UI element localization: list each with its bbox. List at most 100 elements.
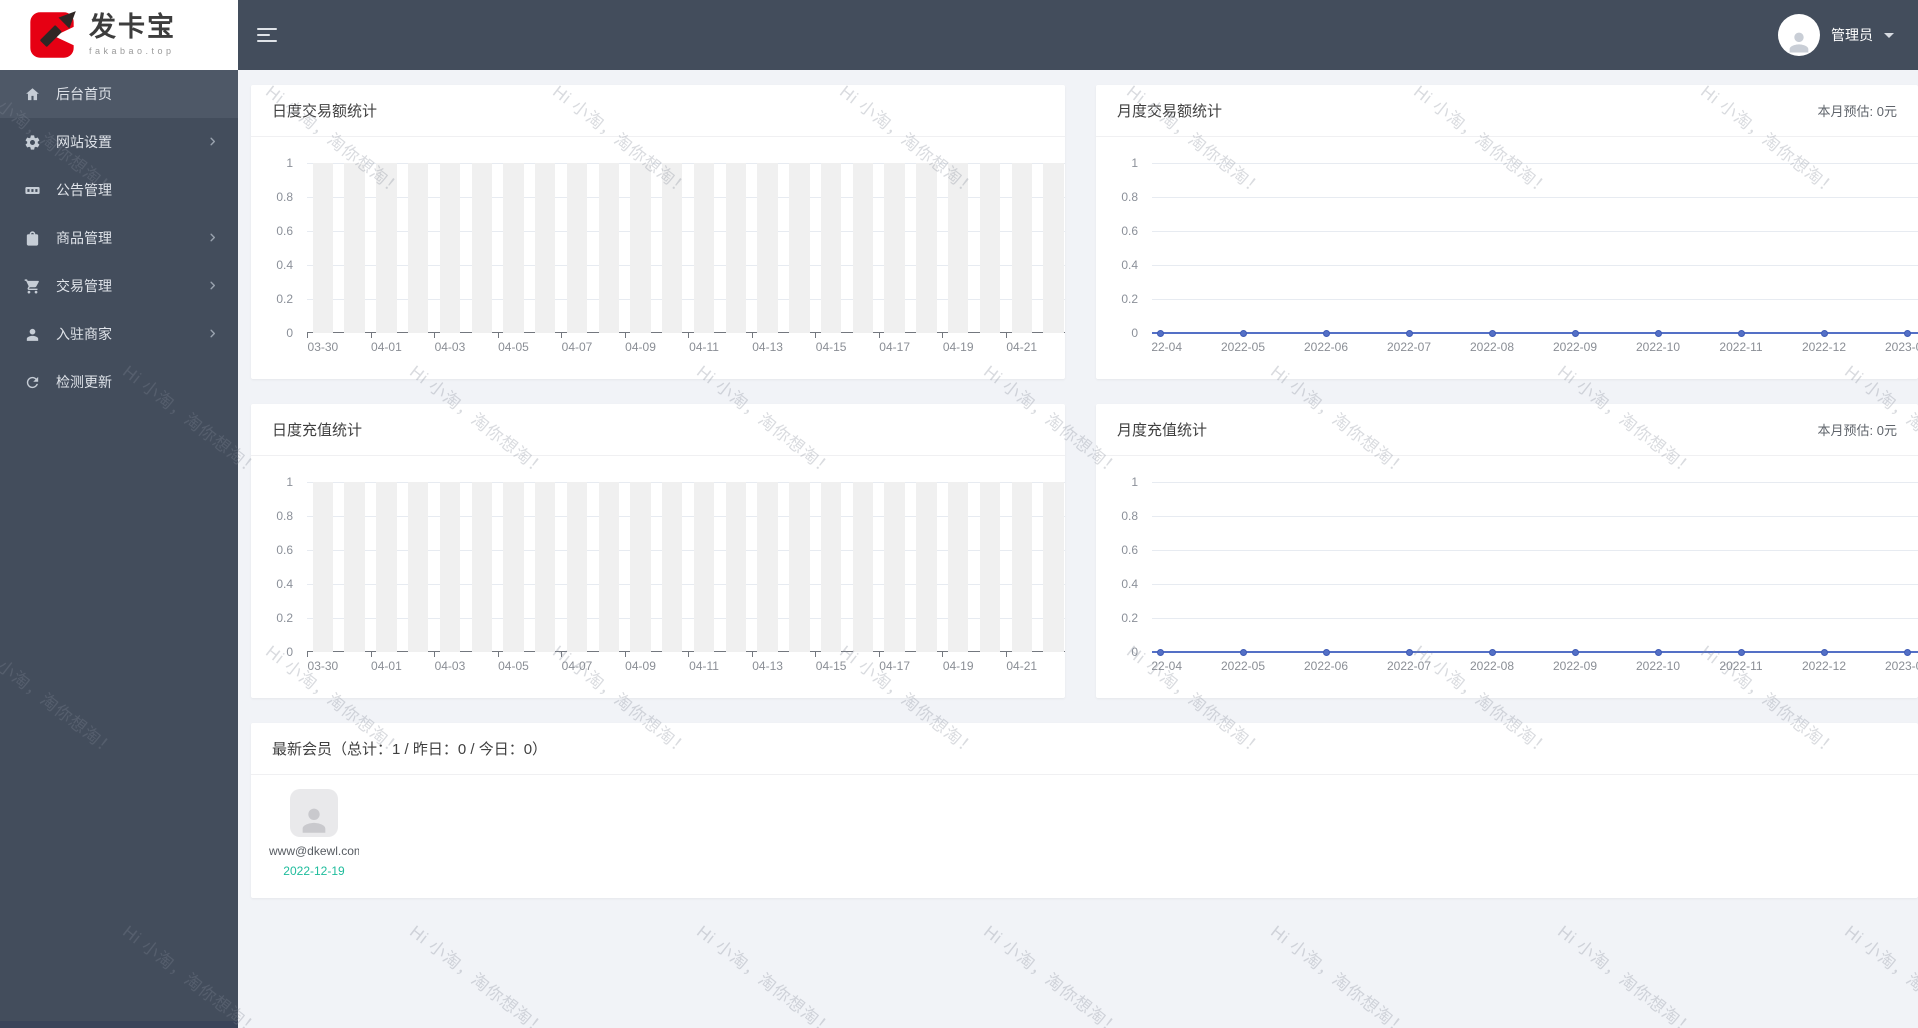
bar-background: [598, 163, 619, 333]
bar-slot: 04-01: [370, 163, 403, 354]
bar-background: [439, 163, 461, 333]
user-avatar: [1778, 14, 1820, 56]
bar-background: [344, 163, 365, 333]
bar-background: [789, 482, 810, 652]
member-card[interactable]: www@dkewl.com 2022-12-19: [268, 789, 360, 878]
bar-background: [725, 163, 747, 333]
x-axis-tick: [497, 652, 499, 657]
bar-background: [439, 482, 461, 652]
grid-line: [1152, 299, 1918, 300]
x-axis-tick: [624, 333, 626, 338]
daily-trade-chart: 0 0.2 0.4 0.6 0.8 1 03-30 04-01 04-03 04-05 04-07 0…: [251, 156, 1065, 359]
y-axis-label: 0.4: [1121, 577, 1138, 591]
brand-text: 发卡宝 fakabao.top: [89, 14, 176, 57]
y-axis: 0 0.2 0.4 0.6 0.8 1: [251, 475, 299, 659]
member-email: www@dkewl.com: [269, 844, 359, 858]
bar-slot: [656, 482, 688, 652]
bar-background: [598, 482, 619, 652]
x-axis-label: 04-11: [689, 340, 719, 354]
bar-background: [916, 163, 937, 333]
data-point: [1488, 649, 1496, 656]
bar-background: [1011, 482, 1032, 652]
sidebar-item-label: 商品管理: [56, 230, 112, 246]
x-axis-tick: [1005, 652, 1007, 657]
bar-slot: 04-03: [434, 482, 466, 673]
bar-slot: 04-15: [815, 482, 847, 673]
x-axis-tick: [815, 652, 817, 657]
bar-slot: 04-15: [815, 163, 847, 354]
x-axis-label: 04-21: [1006, 659, 1038, 673]
data-point: [1322, 649, 1330, 656]
new-badge-icon: [24, 182, 41, 199]
bar-background: [789, 163, 810, 333]
members-list: www@dkewl.com 2022-12-19: [251, 775, 1918, 878]
x-axis-label: 04-01: [371, 340, 402, 354]
bar-background: [566, 482, 588, 652]
grid-line: [1152, 584, 1918, 585]
data-point: [1239, 649, 1247, 656]
brand-logo[interactable]: 发卡宝 fakabao.top: [0, 0, 238, 70]
sidebar-item-check-update[interactable]: 检测更新: [0, 358, 238, 406]
y-axis-label: 0: [1131, 645, 1138, 659]
user-dropdown[interactable]: 管理员: [1778, 14, 1894, 56]
sidebar-item-announcements[interactable]: 公告管理: [0, 166, 238, 214]
panel-header: 月度交易额统计 本月预估: 0元: [1096, 85, 1918, 137]
y-axis-label: 0.8: [276, 509, 293, 523]
sidebar-item-label: 后台首页: [56, 86, 112, 102]
x-axis-label: 04-19: [942, 659, 974, 673]
bar-slot: [339, 163, 371, 333]
grid-line: [1152, 550, 1918, 551]
x-axis-tick: [751, 333, 753, 338]
bar-slot: 04-09: [624, 163, 657, 354]
sidebar-toggle-icon[interactable]: [257, 28, 279, 42]
member-register-date: 2022-12-19: [283, 864, 345, 878]
sidebar-item-products[interactable]: 商品管理: [0, 214, 238, 262]
x-axis-label: 2022-08: [1469, 659, 1515, 673]
x-axis-label: 04-05: [498, 659, 529, 673]
brand-logo-icon: [26, 9, 78, 61]
y-axis-label: 0.4: [276, 258, 293, 272]
bar-slot: [974, 482, 1006, 652]
sidebar-item-trades[interactable]: 交易管理: [0, 262, 238, 310]
x-axis-label: 2022-12: [1801, 340, 1847, 354]
sidebar-item-home[interactable]: 后台首页: [0, 70, 238, 118]
bar-slot: [339, 482, 371, 652]
y-axis-label: 0.2: [276, 611, 293, 625]
x-axis-tick: [434, 652, 436, 657]
bar-slot: 04-11: [688, 163, 720, 354]
x-axis-tick: [878, 652, 880, 657]
x-axis-label: 03-30: [307, 659, 339, 673]
sidebar-item-label: 交易管理: [56, 278, 112, 294]
bar-background: [979, 163, 1001, 333]
x-axis-label: 2022-09: [1552, 340, 1598, 354]
monthly-recharge-chart: 00.20.40.60.812022-042022-052022-062022-…: [1096, 475, 1918, 678]
bar-slot: [1038, 482, 1065, 652]
x-axis-tick: [434, 333, 436, 338]
bar-background: [979, 482, 1001, 652]
x-axis-label: 2022-05: [1220, 340, 1266, 354]
sidebar: 发卡宝 fakabao.top 后台首页网站设置 公告管理商品管理交易管理入驻商家…: [0, 0, 238, 1028]
bar-background: [820, 482, 842, 652]
bar-slot: 04-07: [561, 163, 593, 354]
x-axis-label: 04-07: [561, 340, 593, 354]
bar-background: [535, 482, 556, 652]
bar-slot: 04-05: [497, 482, 530, 673]
grid-line: [1152, 618, 1918, 619]
grid-line: [307, 584, 1065, 585]
sidebar-item-site-settings[interactable]: 网站设置: [0, 118, 238, 166]
bar-slot: [911, 482, 943, 652]
bar-background: [757, 482, 778, 652]
grid-line: [307, 231, 1065, 232]
sidebar-item-merchants[interactable]: 入驻商家: [0, 310, 238, 358]
shopping-bag-icon: [24, 230, 41, 247]
bar-background: [757, 163, 778, 333]
y-axis-label: 0: [1131, 326, 1138, 340]
x-axis-label: 04-15: [815, 659, 847, 673]
x-axis-tick: [307, 333, 308, 338]
x-axis-label: 04-13: [752, 340, 783, 354]
panel-title-daily-recharge: 日度充值统计: [272, 422, 363, 439]
bar-slot: [593, 482, 625, 652]
grid-line: [307, 550, 1065, 551]
panel-header: 日度充值统计: [251, 404, 1065, 456]
x-axis-tick: [878, 333, 880, 338]
